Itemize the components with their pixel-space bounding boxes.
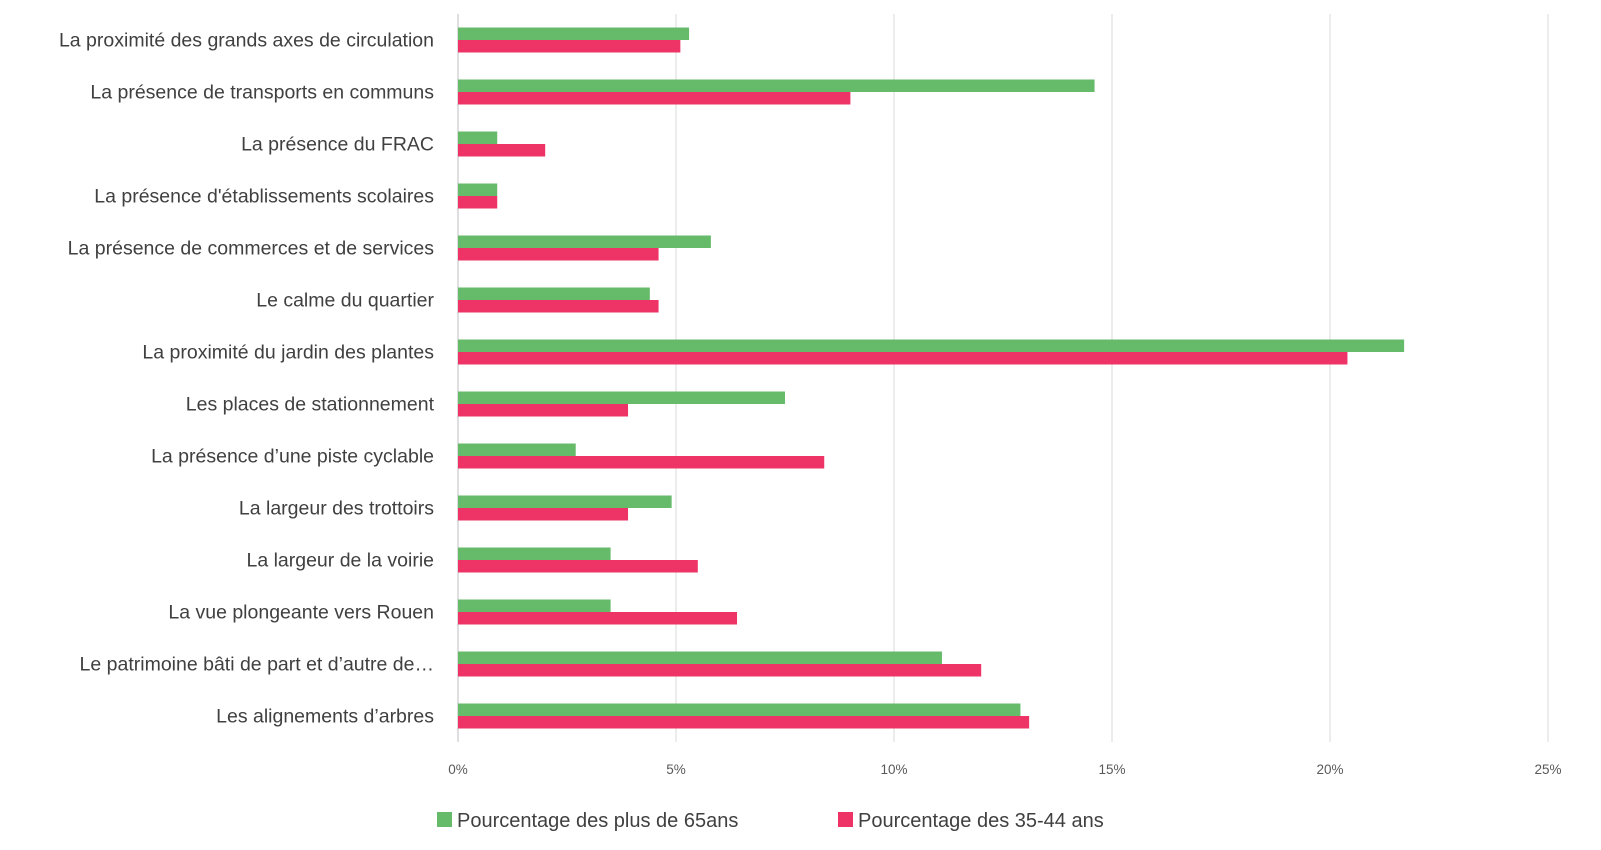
bar-over-65 xyxy=(458,339,1405,352)
x-tick-label: 0% xyxy=(448,762,468,777)
bar-35-44 xyxy=(458,144,546,157)
category-label: La présence du FRAC xyxy=(241,134,434,156)
bar-35-44 xyxy=(458,300,659,313)
category-label: La présence d'établissements scolaires xyxy=(94,186,434,208)
bar-over-65 xyxy=(458,443,576,456)
bar-35-44 xyxy=(458,196,498,209)
bar-over-65 xyxy=(458,131,498,144)
bar-over-65 xyxy=(458,287,650,300)
bar-35-44 xyxy=(458,248,659,261)
category-label: Le patrimoine bâti de part et d’autre de… xyxy=(80,654,434,676)
bar-over-65 xyxy=(458,547,611,560)
x-tick-label: 15% xyxy=(1098,762,1125,777)
legend-swatch xyxy=(838,812,853,827)
category-label: La proximité du jardin des plantes xyxy=(142,342,434,364)
category-label: La présence de transports en communs xyxy=(90,82,434,104)
bar-35-44 xyxy=(458,508,629,521)
legend-label: Pourcentage des plus de 65ans xyxy=(457,810,738,832)
bar-35-44 xyxy=(458,612,738,625)
legend-swatch xyxy=(437,812,452,827)
category-label: La vue plongeante vers Rouen xyxy=(168,602,434,624)
bar-35-44 xyxy=(458,560,698,573)
bar-35-44 xyxy=(458,404,629,417)
bar-over-65 xyxy=(458,235,711,248)
x-tick-label: 25% xyxy=(1534,762,1561,777)
category-label: Le calme du quartier xyxy=(256,290,434,312)
bar-35-44 xyxy=(458,352,1348,365)
bar-35-44 xyxy=(458,456,825,469)
x-tick-label: 10% xyxy=(880,762,907,777)
bar-over-65 xyxy=(458,183,498,196)
category-label: La présence de commerces et de services xyxy=(68,238,435,260)
bar-over-65 xyxy=(458,703,1021,716)
bar-over-65 xyxy=(458,79,1095,92)
bar-over-65 xyxy=(458,391,785,404)
category-label: La proximité des grands axes de circulat… xyxy=(59,30,434,52)
bar-over-65 xyxy=(458,651,942,664)
bar-35-44 xyxy=(458,664,982,677)
bar-over-65 xyxy=(458,495,672,508)
category-label: La présence d’une piste cyclable xyxy=(151,446,434,468)
x-tick-label: 5% xyxy=(666,762,686,777)
bar-over-65 xyxy=(458,599,611,612)
bar-35-44 xyxy=(458,716,1030,729)
category-label: Les alignements d’arbres xyxy=(216,706,434,728)
category-label: La largeur de la voirie xyxy=(246,550,434,572)
bar-over-65 xyxy=(458,27,690,40)
legend-label: Pourcentage des 35-44 ans xyxy=(858,810,1104,832)
bar-35-44 xyxy=(458,92,851,105)
bar-35-44 xyxy=(458,40,681,53)
x-tick-label: 20% xyxy=(1316,762,1343,777)
category-label: Les places de stationnement xyxy=(186,394,435,416)
category-label: La largeur des trottoirs xyxy=(239,498,434,520)
